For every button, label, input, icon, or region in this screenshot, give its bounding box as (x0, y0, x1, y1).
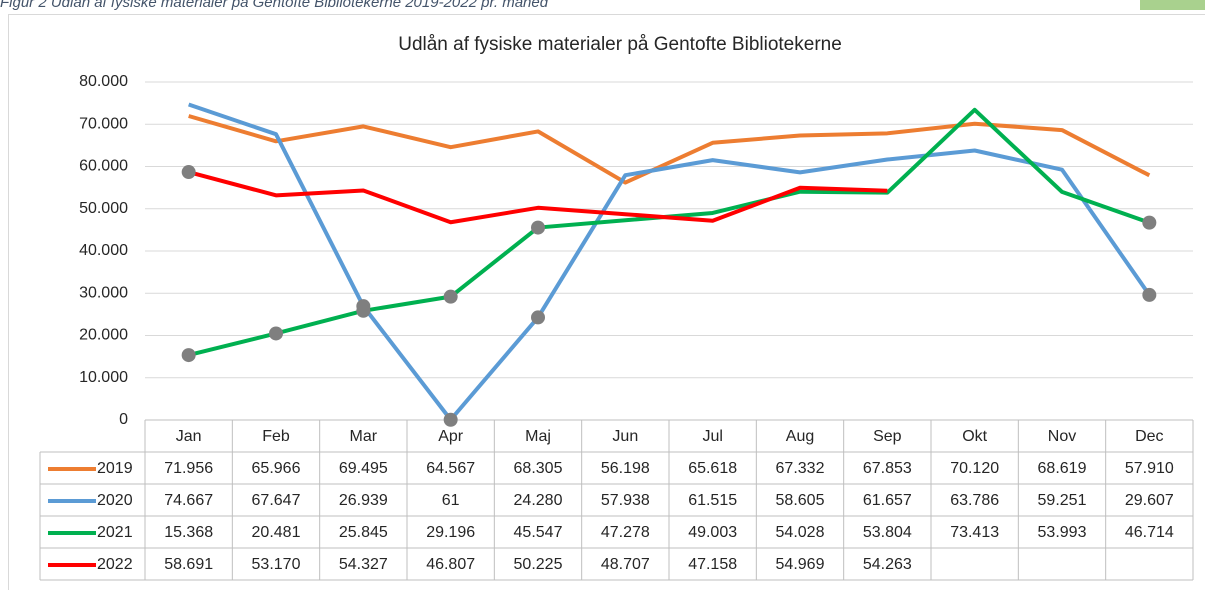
series-line (188, 102, 1151, 422)
data-label: 68.305 (514, 460, 563, 477)
data-label: 58.605 (776, 492, 825, 509)
data-label: 71.956 (164, 460, 213, 477)
series-line (188, 170, 888, 225)
data-label: 67.853 (863, 460, 912, 477)
data-label: 69.495 (339, 460, 388, 477)
marker (181, 165, 196, 180)
marker (181, 348, 196, 363)
marker (356, 303, 371, 318)
x-tick-label: Jun (612, 428, 638, 445)
data-label: 53.993 (1038, 524, 1087, 541)
data-label: 20.481 (252, 524, 301, 541)
marker (443, 412, 458, 427)
legend-label: 2020 (97, 492, 133, 509)
x-tick-label: Aug (786, 428, 814, 445)
caption: Figur 2 Udlån af fysiske materialer på G… (0, 0, 549, 11)
y-tick-label: 20.000 (79, 327, 128, 344)
data-label: 65.618 (688, 460, 737, 477)
y-tick-label: 0 (119, 411, 128, 428)
marker (531, 310, 545, 325)
legend-label: 2021 (97, 524, 133, 541)
data-label: 67.332 (776, 460, 825, 477)
x-tick-label: Jul (702, 428, 722, 445)
marker (1142, 287, 1157, 302)
data-label: 61 (442, 492, 460, 509)
y-tick-label: 10.000 (79, 369, 128, 386)
data-label: 47.278 (601, 524, 650, 541)
data-label: 59.251 (1038, 492, 1087, 509)
data-label: 54.327 (339, 556, 388, 573)
data-label: 26.939 (339, 492, 388, 509)
data-label: 54.263 (863, 556, 912, 573)
data-label: 53.170 (252, 556, 301, 573)
y-tick-label: 60.000 (79, 158, 128, 175)
data-label: 53.804 (863, 524, 912, 541)
data-label: 15.368 (164, 524, 213, 541)
x-tick-label: Maj (525, 428, 551, 445)
marker (443, 289, 458, 304)
data-label: 54.028 (776, 524, 825, 541)
data-label: 61.515 (688, 492, 737, 509)
data-label: 47.158 (688, 556, 737, 573)
data-label: 64.567 (426, 460, 475, 477)
y-tick-label: 70.000 (79, 115, 128, 132)
chart-border (8, 14, 1205, 590)
data-label: 61.657 (863, 492, 912, 509)
data-label: 46.807 (426, 556, 475, 573)
x-tick-label: Nov (1048, 428, 1076, 445)
marker (1142, 215, 1157, 230)
data-label: 57.938 (601, 492, 650, 509)
data-label: 54.969 (776, 556, 825, 573)
legend-label: 2019 (97, 460, 133, 477)
x-tick-label: Feb (262, 428, 290, 445)
data-label: 29.196 (426, 524, 475, 541)
data-label: 68.619 (1038, 460, 1087, 477)
data-label: 74.667 (164, 492, 213, 509)
data-label: 58.691 (164, 556, 213, 573)
y-tick-label: 50.000 (79, 200, 128, 217)
marker (531, 220, 545, 235)
data-label: 48.707 (601, 556, 650, 573)
data-label: 46.714 (1125, 524, 1174, 541)
decoration (1140, 0, 1205, 10)
data-label: 45.547 (514, 524, 563, 541)
data-label: 65.966 (252, 460, 301, 477)
legend-label: 2022 (97, 556, 133, 573)
x-tick-label: Sep (873, 428, 902, 445)
x-tick-label: Mar (350, 428, 378, 445)
y-tick-label: 80.000 (79, 73, 128, 90)
series-line (188, 114, 1151, 185)
data-label: 56.198 (601, 460, 650, 477)
data-label: 57.910 (1125, 460, 1174, 477)
data-label: 29.607 (1125, 492, 1174, 509)
x-tick-label: Apr (438, 428, 464, 445)
data-label: 63.786 (950, 492, 999, 509)
chart-title: Udlån af fysiske materialer på Gentofte … (398, 34, 842, 55)
y-tick-label: 30.000 (79, 284, 128, 301)
data-label: 50.225 (514, 556, 563, 573)
marker (269, 326, 283, 341)
data-label: 24.280 (514, 492, 563, 509)
y-tick-label: 40.000 (79, 242, 128, 259)
data-label: 67.647 (252, 492, 301, 509)
data-label: 70.120 (950, 460, 999, 477)
x-tick-label: Okt (962, 428, 987, 445)
x-tick-label: Dec (1135, 428, 1163, 445)
data-label: 25.845 (339, 524, 388, 541)
x-tick-label: Jan (176, 428, 202, 445)
data-label: 49.003 (688, 524, 737, 541)
data-label: 73.413 (950, 524, 999, 541)
series-line (188, 107, 1150, 358)
